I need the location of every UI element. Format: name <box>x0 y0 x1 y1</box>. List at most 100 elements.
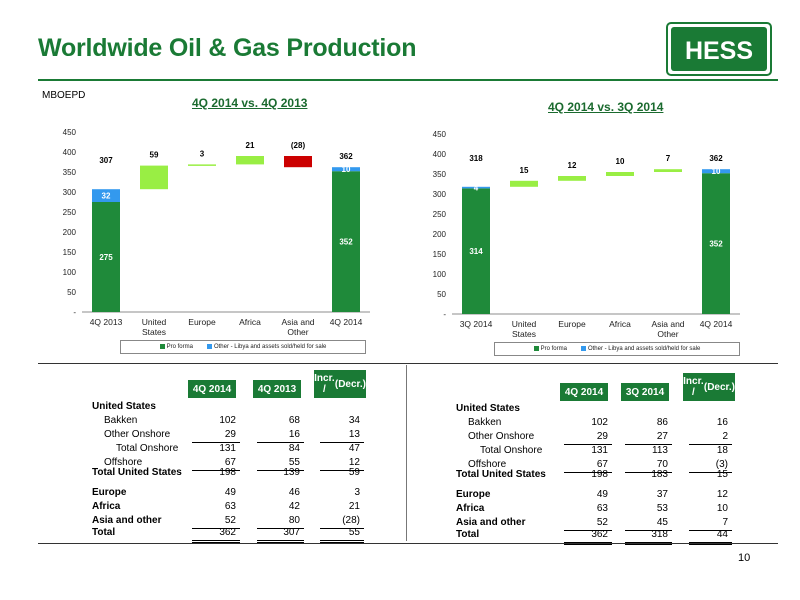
table-cell: 49 <box>596 489 608 500</box>
y-tick-label: 150 <box>433 250 447 259</box>
table-row-label: Asia and other <box>456 517 526 528</box>
y-tick-label: 300 <box>63 188 77 197</box>
end-pro-forma-label: 352 <box>339 238 353 247</box>
table-cell: 3 <box>354 487 360 498</box>
chart-2-legend: Pro forma Other - Libya and assets sold/… <box>494 342 740 356</box>
table-separator <box>406 365 407 541</box>
table-cell: 59 <box>348 467 360 478</box>
start-other-label: 4 <box>474 184 479 193</box>
table-cell: 52 <box>224 515 236 526</box>
y-tick-label: 200 <box>433 230 447 239</box>
column-header: Incr. / (Decr.) <box>683 373 735 401</box>
category-label: Asia and Other <box>651 319 684 339</box>
legend-item-other: Other - Libya and assets sold/held for s… <box>580 345 700 352</box>
column-header: Incr. / (Decr.) <box>314 370 366 398</box>
category-label: Africa <box>609 319 631 329</box>
category-label: Asia and Other <box>281 317 314 337</box>
unit-label: MBOEPD <box>42 90 86 101</box>
table-row-label: Africa <box>456 503 485 514</box>
subtotal-rule <box>625 444 672 445</box>
waterfall-chart-4q-vs-3q: - 50 100 150 200 250 300 350 400 450 314 4 318 15 12 10… <box>433 130 740 339</box>
table-cell: 46 <box>288 487 300 498</box>
subtotal-rule <box>625 530 672 531</box>
start-total-label: 318 <box>469 154 483 163</box>
change-bar <box>284 156 312 168</box>
table-cell: 102 <box>591 417 608 428</box>
table-cell: 44 <box>716 529 728 540</box>
subtotal-rule <box>192 528 240 529</box>
category-label: Europe <box>558 319 586 329</box>
subtotal-rule <box>689 472 732 473</box>
category-label: 4Q 2014 <box>330 317 363 327</box>
footer-rule <box>38 543 778 544</box>
table-cell: 15 <box>716 469 728 480</box>
y-tick-label: 300 <box>433 190 447 199</box>
y-tick-label: 200 <box>63 228 77 237</box>
table-row-label: Offshore <box>104 457 143 468</box>
start-total-label: 307 <box>99 156 113 165</box>
y-tick-label: 400 <box>433 150 447 159</box>
category-label: United States <box>512 319 537 339</box>
table-cell: (28) <box>342 515 360 526</box>
section-label: United States <box>456 403 520 414</box>
waterfall-chart-4q-vs-4q: - 50 100 150 200 250 300 350 400 450 275 32 307 59 3 21… <box>63 128 370 337</box>
header-rule <box>38 79 778 81</box>
column-header: 3Q 2014 <box>621 383 669 401</box>
table-cell: 318 <box>651 529 668 540</box>
y-tick-label: 250 <box>63 208 77 217</box>
change-label: 7 <box>666 154 671 163</box>
table-cell: 55 <box>348 527 360 538</box>
end-bar-pro-forma <box>332 171 360 312</box>
subtotal-rule <box>192 442 240 443</box>
category-label: 4Q 2013 <box>90 317 123 327</box>
table-cell: 183 <box>651 469 668 480</box>
table-cell: 55 <box>288 457 300 468</box>
table-cell: 131 <box>591 445 608 456</box>
chart-1-legend: Pro forma Other - Libya and assets sold/… <box>120 340 366 354</box>
subtotal-rule <box>564 472 612 473</box>
total-double-rule <box>320 540 364 543</box>
change-bar <box>558 176 586 181</box>
table-row-label: Total United States <box>456 469 546 480</box>
y-tick-label: 350 <box>63 168 77 177</box>
table-cell: 113 <box>652 445 668 456</box>
end-total-label: 362 <box>709 154 723 163</box>
table-cell: 53 <box>656 503 668 514</box>
table-row-label: Bakken <box>468 417 502 428</box>
subtotal-rule <box>257 470 304 471</box>
y-tick-label: 150 <box>63 248 77 257</box>
table-row-label: Other Onshore <box>104 429 171 440</box>
change-bar <box>606 172 634 176</box>
table-cell: 42 <box>288 501 300 512</box>
change-label: 3 <box>200 149 205 158</box>
table-cell: 67 <box>224 457 236 468</box>
table-row-label: Total Onshore <box>116 443 179 454</box>
total-double-rule <box>192 540 240 543</box>
y-tick-label: 50 <box>67 288 76 297</box>
table-cell: 307 <box>283 527 300 538</box>
change-label: 15 <box>520 166 529 175</box>
table-row-label: Other Onshore <box>468 431 535 442</box>
section-label: United States <box>92 401 156 412</box>
hess-logo: HESS <box>666 22 772 76</box>
column-header: 4Q 2014 <box>188 380 236 398</box>
table-cell: 16 <box>716 417 728 428</box>
subtotal-rule <box>257 528 304 529</box>
table-row-label: Total Onshore <box>480 445 543 456</box>
table-cell: 198 <box>219 467 236 478</box>
change-bar <box>654 169 682 172</box>
table-cell: 12 <box>348 457 360 468</box>
subtotal-rule <box>564 530 612 531</box>
table-cell: 362 <box>219 527 236 538</box>
end-bar-other <box>702 169 730 174</box>
chart-2-title: 4Q 2014 vs. 3Q 2014 <box>548 100 664 114</box>
table-cell: 84 <box>288 443 300 454</box>
logo-text: HESS <box>685 37 753 65</box>
end-total-label: 362 <box>339 152 353 161</box>
y-tick-label: 50 <box>437 290 446 299</box>
end-other-label: 10 <box>712 167 721 176</box>
category-label: 3Q 2014 <box>460 319 493 329</box>
table-cell: 16 <box>288 429 300 440</box>
table-row-label: Asia and other <box>92 515 162 526</box>
subtotal-rule <box>320 442 364 443</box>
